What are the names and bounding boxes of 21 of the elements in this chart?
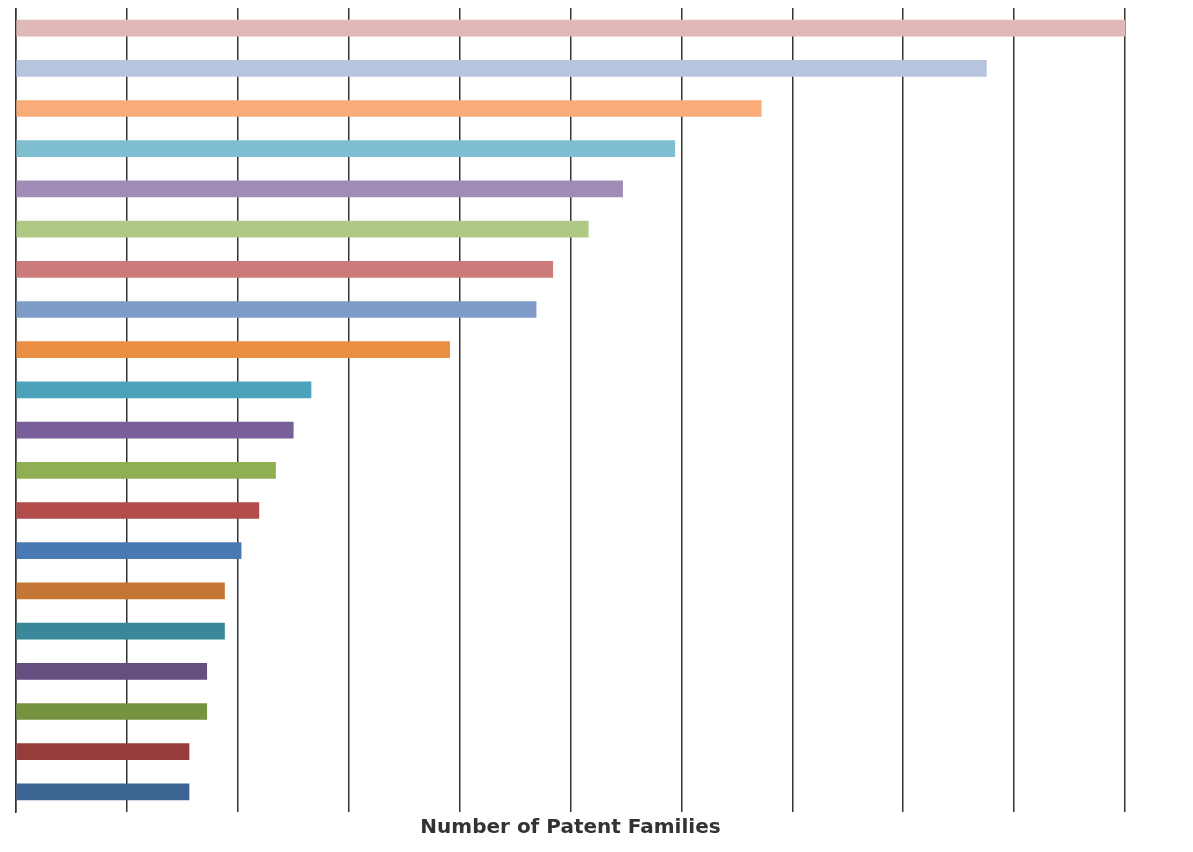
bar xyxy=(16,381,312,399)
bar xyxy=(16,461,276,479)
bar xyxy=(16,140,676,158)
bar xyxy=(16,301,537,318)
bar xyxy=(16,582,225,600)
bar xyxy=(16,341,450,359)
bar xyxy=(16,220,589,238)
bar xyxy=(16,703,208,720)
bar xyxy=(16,662,208,680)
bar xyxy=(16,743,190,761)
bar xyxy=(16,622,225,640)
bar xyxy=(16,542,242,560)
bar xyxy=(16,180,623,198)
bar xyxy=(16,502,260,519)
bar xyxy=(16,783,190,801)
bar xyxy=(16,59,987,77)
bar xyxy=(16,421,294,439)
bar xyxy=(16,100,762,117)
bar xyxy=(16,19,1125,37)
x-axis-title: Number of Patent Families xyxy=(420,814,721,839)
bar xyxy=(16,260,554,278)
